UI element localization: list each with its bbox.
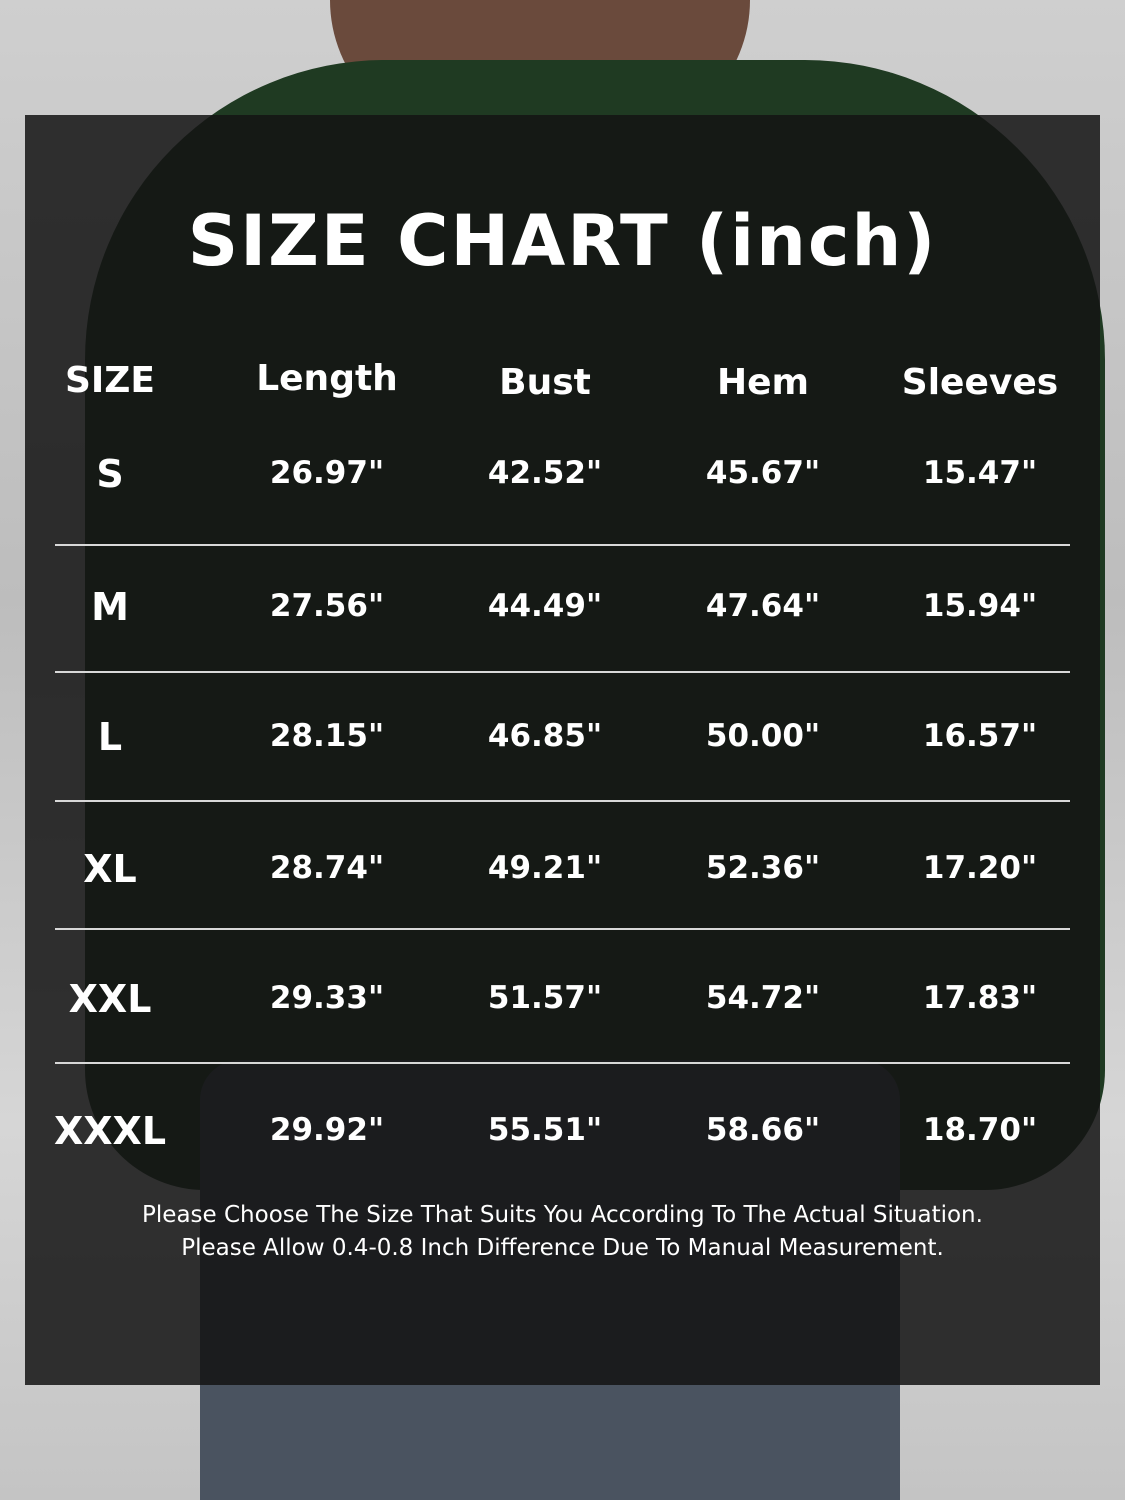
cell-length: 27.56" <box>269 588 385 624</box>
size-label: S <box>96 452 124 496</box>
note-line-1: Please Choose The Size That Suits You Ac… <box>142 1202 983 1228</box>
header-sleeves: Sleeves <box>901 362 1059 403</box>
cell-sleeves: 15.47" <box>922 455 1038 491</box>
size-label: XXL <box>68 977 152 1021</box>
row-divider <box>55 928 1070 930</box>
cell-bust: 46.85" <box>487 718 603 754</box>
note-line-2: Please Allow 0.4-0.8 Inch Difference Due… <box>181 1235 944 1261</box>
cell-hem: 52.36" <box>705 850 821 886</box>
size-chart-title: SIZE CHART (inch) <box>187 200 938 282</box>
cell-hem: 54.72" <box>705 980 821 1016</box>
cell-bust: 42.52" <box>487 455 603 491</box>
cell-sleeves: 17.20" <box>922 850 1038 886</box>
header-hem: Hem <box>716 362 810 403</box>
cell-length: 29.33" <box>269 980 385 1016</box>
cell-hem: 58.66" <box>705 1112 821 1148</box>
cell-bust: 55.51" <box>487 1112 603 1148</box>
size-label: XXXL <box>53 1109 167 1153</box>
cell-sleeves: 15.94" <box>922 588 1038 624</box>
size-chart-panel <box>25 115 1100 1385</box>
cell-sleeves: 16.57" <box>922 718 1038 754</box>
header-length: Length <box>256 358 398 399</box>
cell-length: 26.97" <box>269 455 385 491</box>
header-size: SIZE <box>64 360 156 401</box>
cell-sleeves: 18.70" <box>922 1112 1038 1148</box>
cell-sleeves: 17.83" <box>922 980 1038 1016</box>
cell-bust: 49.21" <box>487 850 603 886</box>
row-divider <box>55 800 1070 802</box>
cell-length: 29.92" <box>269 1112 385 1148</box>
header-bust: Bust <box>499 362 591 403</box>
size-label: M <box>91 585 129 629</box>
cell-hem: 50.00" <box>705 718 821 754</box>
cell-length: 28.15" <box>269 718 385 754</box>
cell-hem: 47.64" <box>705 588 821 624</box>
cell-hem: 45.67" <box>705 455 821 491</box>
cell-bust: 51.57" <box>487 980 603 1016</box>
row-divider <box>55 1062 1070 1064</box>
cell-length: 28.74" <box>269 850 385 886</box>
cell-bust: 44.49" <box>487 588 603 624</box>
row-divider <box>55 544 1070 546</box>
size-label: XL <box>83 847 137 891</box>
size-label: L <box>97 715 123 759</box>
row-divider <box>55 671 1070 673</box>
